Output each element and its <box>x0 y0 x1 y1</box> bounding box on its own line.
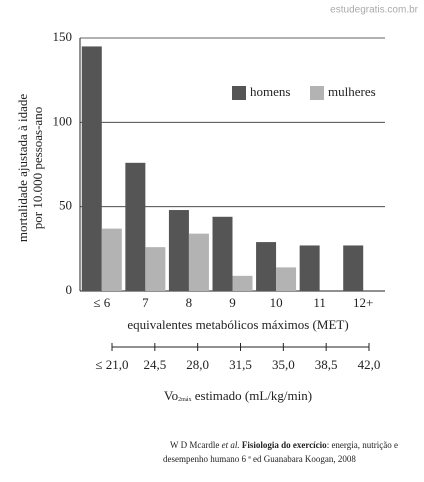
y-tick-label: 150 <box>53 29 73 44</box>
x2-tick-label: 35,0 <box>272 357 295 372</box>
x2-label-sub: 2máx <box>178 397 191 403</box>
x-tick-label: 9 <box>229 295 236 310</box>
y-tick-label: 100 <box>53 113 73 128</box>
legend-swatch <box>310 86 324 100</box>
x2-label: Vo2máx estimado (mL/kg/min) <box>164 388 312 403</box>
bar <box>188 233 209 291</box>
y-tick-label: 0 <box>66 282 73 297</box>
cite-etal: et al. <box>222 440 240 450</box>
citation-line2: desempenho humano 6 ª ed Guanabara Kooga… <box>163 454 356 464</box>
x-tick-label: 8 <box>186 295 193 310</box>
x2-tick-label: 42,0 <box>358 357 381 372</box>
watermark: estudegratis.com.br <box>330 5 418 16</box>
legend-label: homens <box>250 84 290 99</box>
x2-tick-label: ≤ 21,0 <box>95 357 128 372</box>
legend-label: mulheres <box>328 84 376 99</box>
x2-tick-label: 38,5 <box>315 357 338 372</box>
cite-rest: : energia, nutrição e <box>327 440 398 450</box>
legend-swatch <box>232 86 246 100</box>
y-label-line: mortalidade ajustada à idade <box>15 94 30 243</box>
x-tick-label: 11 <box>313 295 326 310</box>
cite-title: Fisiologia do exercício <box>240 440 328 450</box>
bar <box>212 216 233 291</box>
bar <box>145 247 166 291</box>
bar <box>276 267 297 291</box>
x2-tick-label: 28,0 <box>186 357 209 372</box>
x2-tick-label: 31,5 <box>229 357 252 372</box>
x-label: equivalentes metabólicos máximos (MET) <box>127 317 348 332</box>
x2-tick-label: 24,5 <box>143 357 166 372</box>
bar <box>256 242 277 291</box>
x-tick-label: 12+ <box>353 295 373 310</box>
bar <box>101 228 122 291</box>
y-label: mortalidade ajustada à idade por 10.000 … <box>15 94 45 243</box>
bar <box>125 162 146 291</box>
x-tick-label: ≤ 6 <box>93 295 110 310</box>
bar <box>299 245 320 291</box>
y-label-line: por 10.000 pessoas-ano <box>30 107 45 229</box>
bar <box>168 210 189 291</box>
bar <box>81 46 102 291</box>
x2-label-main: Vo <box>164 388 178 403</box>
bar <box>343 245 364 291</box>
y-tick-label: 50 <box>59 198 72 213</box>
bar <box>232 275 253 291</box>
x-tick-label: 10 <box>270 295 283 310</box>
citation: W D Mcardle et al. Fisiologia do exercíc… <box>170 440 398 450</box>
cite-author: W D Mcardle <box>170 440 222 450</box>
x2-label-rest: estimado (mL/kg/min) <box>191 388 312 403</box>
x-tick-label: 7 <box>142 295 149 310</box>
